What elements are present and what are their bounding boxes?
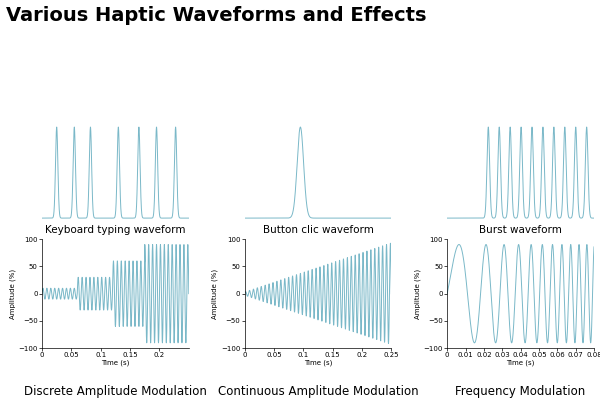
- X-axis label: Time (s): Time (s): [101, 360, 130, 367]
- Text: Various Haptic Waveforms and Effects: Various Haptic Waveforms and Effects: [6, 6, 427, 25]
- Text: Discrete Amplitude Modulation: Discrete Amplitude Modulation: [24, 385, 207, 398]
- X-axis label: Time (s): Time (s): [506, 360, 535, 367]
- X-axis label: Time (s): Time (s): [304, 360, 332, 367]
- Text: Keyboard typing waveform: Keyboard typing waveform: [45, 225, 185, 234]
- Text: Frequency Modulation: Frequency Modulation: [455, 385, 586, 398]
- Y-axis label: Amplitude (%): Amplitude (%): [9, 269, 16, 319]
- Text: Burst waveform: Burst waveform: [479, 225, 562, 234]
- Y-axis label: Amplitude (%): Amplitude (%): [212, 269, 218, 319]
- Text: Button clic waveform: Button clic waveform: [263, 225, 373, 234]
- Text: Continuous Amplitude Modulation: Continuous Amplitude Modulation: [218, 385, 418, 398]
- Y-axis label: Amplitude (%): Amplitude (%): [415, 269, 421, 319]
